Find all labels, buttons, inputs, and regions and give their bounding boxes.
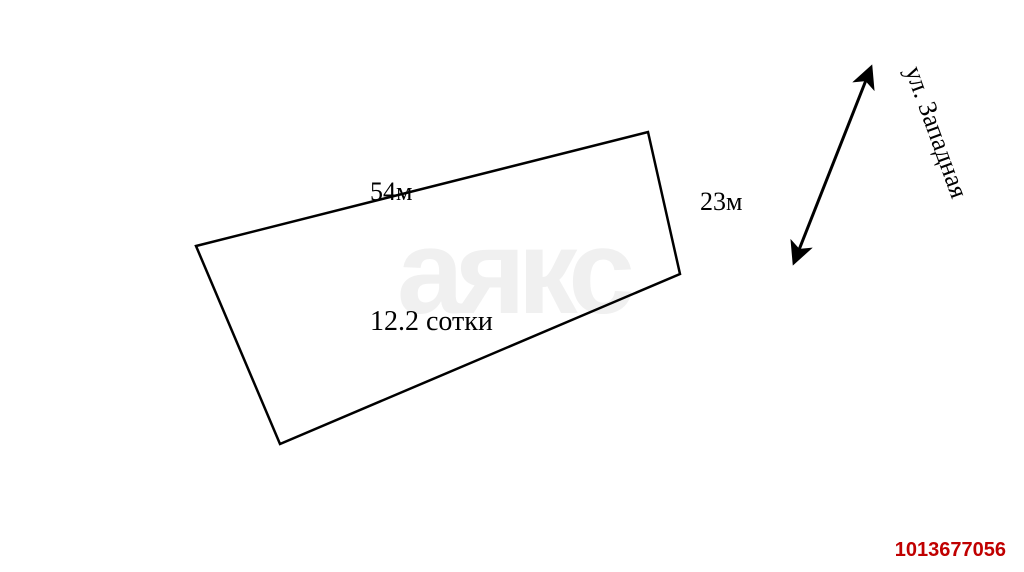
street-label: ул. Западная — [899, 62, 974, 202]
label-right-side: 23м — [700, 187, 742, 216]
plot-polygon — [196, 132, 680, 444]
plot-diagram: 54м 23м 12.2 сотки ул. Западная — [0, 0, 1024, 572]
label-top-side: 54м — [370, 177, 412, 206]
label-area: 12.2 сотки — [370, 306, 493, 337]
street-arrow — [795, 70, 870, 260]
listing-id: 1013677056 — [895, 539, 1006, 562]
